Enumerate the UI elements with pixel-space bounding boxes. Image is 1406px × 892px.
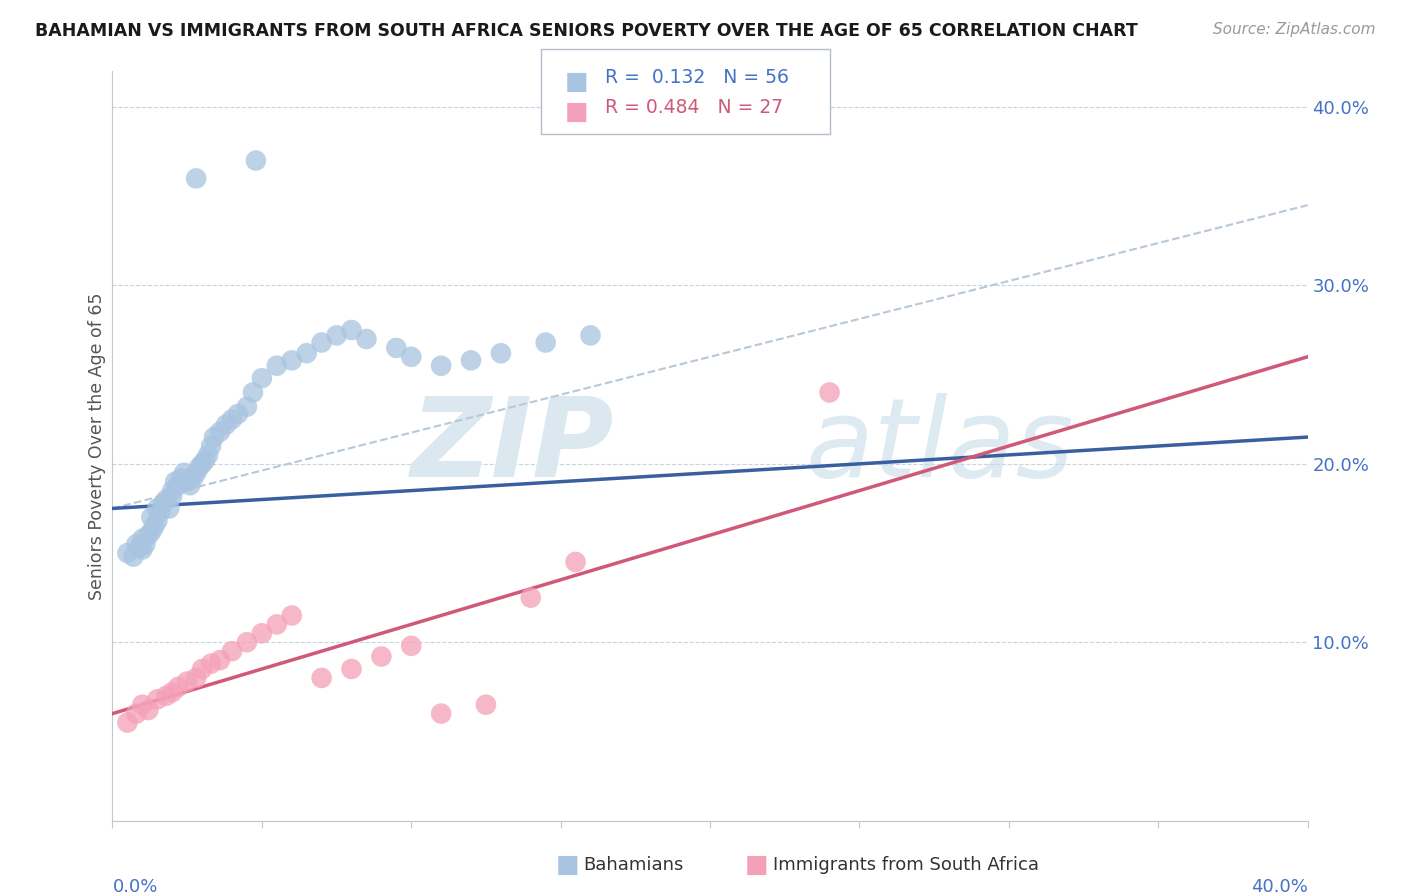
Text: Bahamians: Bahamians <box>583 856 683 874</box>
Point <box>281 353 304 368</box>
Text: 0.0%: 0.0% <box>112 878 157 892</box>
Point <box>131 698 153 712</box>
Point <box>167 478 190 492</box>
Point <box>489 346 512 360</box>
Point <box>162 685 183 699</box>
Point <box>138 703 160 717</box>
Point <box>520 591 543 605</box>
Point <box>242 385 264 400</box>
Point <box>356 332 378 346</box>
Point <box>125 537 148 551</box>
Text: ■: ■ <box>565 100 589 124</box>
Point <box>125 706 148 721</box>
Point <box>165 475 187 489</box>
Point <box>236 400 259 414</box>
Point <box>170 471 193 485</box>
Point <box>146 514 169 528</box>
Point <box>186 466 208 480</box>
Point <box>534 335 557 350</box>
Point <box>401 639 423 653</box>
Point <box>236 635 259 649</box>
Point <box>117 715 139 730</box>
Point <box>209 653 232 667</box>
Point <box>200 439 222 453</box>
Point <box>128 541 150 555</box>
Point <box>209 425 232 439</box>
Y-axis label: Seniors Poverty Over the Age of 65: Seniors Poverty Over the Age of 65 <box>87 293 105 599</box>
Point <box>186 671 208 685</box>
Point <box>370 649 392 664</box>
Point <box>311 335 333 350</box>
Text: 40.0%: 40.0% <box>1251 878 1308 892</box>
Point <box>221 412 243 426</box>
Point <box>186 171 208 186</box>
Point <box>155 689 177 703</box>
Point <box>221 644 243 658</box>
Point <box>157 501 180 516</box>
Point <box>152 496 174 510</box>
Point <box>131 542 153 557</box>
Point <box>340 662 363 676</box>
Point <box>191 457 214 471</box>
Point <box>250 626 273 640</box>
Point <box>138 528 160 542</box>
Point <box>215 417 238 432</box>
Point <box>149 505 172 519</box>
Point <box>460 353 482 368</box>
Point <box>179 478 201 492</box>
Point <box>295 346 318 360</box>
Point <box>281 608 304 623</box>
Text: ■: ■ <box>745 854 769 877</box>
Point <box>340 323 363 337</box>
Point <box>245 153 267 168</box>
Point <box>167 680 190 694</box>
Point <box>188 460 211 475</box>
Point <box>226 407 249 421</box>
Point <box>475 698 498 712</box>
Point <box>197 448 219 462</box>
Point <box>579 328 602 343</box>
Point <box>266 359 288 373</box>
Text: Source: ZipAtlas.com: Source: ZipAtlas.com <box>1212 22 1375 37</box>
Point <box>155 492 177 507</box>
Point <box>325 328 347 343</box>
Text: atlas: atlas <box>806 392 1074 500</box>
Point <box>141 524 163 539</box>
Point <box>202 430 225 444</box>
Point <box>430 359 453 373</box>
Point <box>250 371 273 385</box>
Point <box>146 501 169 516</box>
Point <box>430 706 453 721</box>
Point <box>122 549 145 564</box>
Point <box>162 483 183 498</box>
Text: ■: ■ <box>565 70 589 94</box>
Text: ■: ■ <box>555 854 579 877</box>
Point <box>194 453 217 467</box>
Point <box>176 674 198 689</box>
Point <box>191 662 214 676</box>
Point <box>564 555 586 569</box>
Point <box>181 471 204 485</box>
Point <box>266 617 288 632</box>
Point <box>311 671 333 685</box>
Text: R = 0.484   N = 27: R = 0.484 N = 27 <box>605 98 783 117</box>
Point <box>200 657 222 671</box>
Point <box>173 466 195 480</box>
Text: R =  0.132   N = 56: R = 0.132 N = 56 <box>605 68 789 87</box>
Text: BAHAMIAN VS IMMIGRANTS FROM SOUTH AFRICA SENIORS POVERTY OVER THE AGE OF 65 CORR: BAHAMIAN VS IMMIGRANTS FROM SOUTH AFRICA… <box>35 22 1137 40</box>
Point <box>385 341 408 355</box>
Point <box>131 532 153 546</box>
Point <box>117 546 139 560</box>
Point <box>146 692 169 706</box>
Point <box>162 489 183 503</box>
Point <box>143 519 166 533</box>
Point <box>818 385 841 400</box>
Point <box>176 475 198 489</box>
Point <box>401 350 423 364</box>
Text: Immigrants from South Africa: Immigrants from South Africa <box>773 856 1039 874</box>
Point <box>134 537 156 551</box>
Text: ZIP: ZIP <box>411 392 614 500</box>
Point <box>141 510 163 524</box>
